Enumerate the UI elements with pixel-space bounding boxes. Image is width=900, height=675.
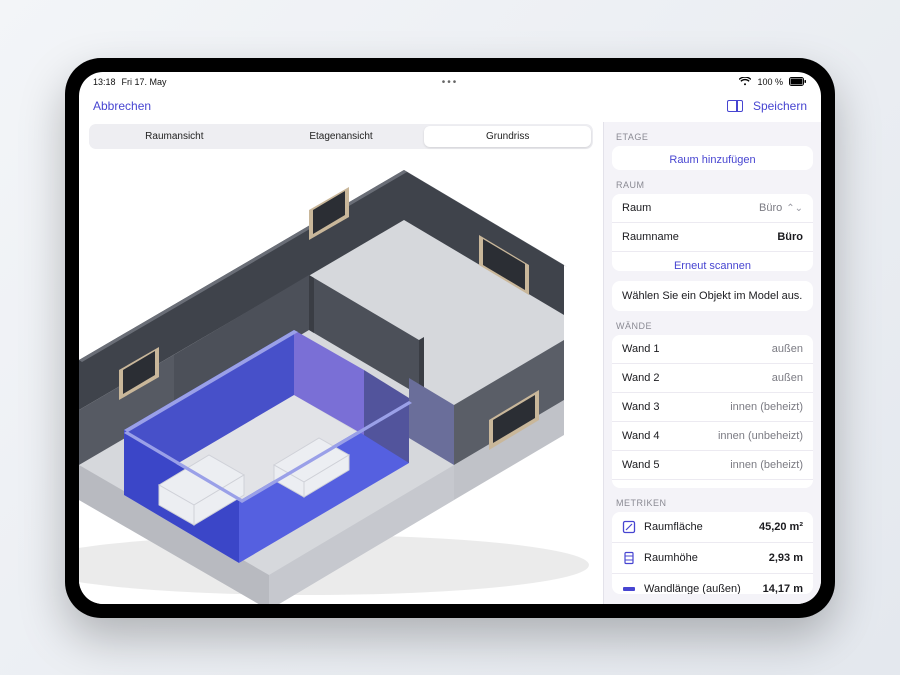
wall-row-2[interactable]: Wand 2 außen xyxy=(612,364,813,393)
battery-icon xyxy=(789,77,807,86)
wall-row-1[interactable]: Wand 1 außen xyxy=(612,335,813,364)
etage-card: Raum hinzufügen xyxy=(612,146,813,171)
view-segmented-control: Raumansicht Etagenansicht Grundriss xyxy=(89,124,593,149)
metric-height-row: Raumhöhe 2,93 m xyxy=(612,543,813,574)
metric-length-name: Wandlänge (außen) xyxy=(644,583,755,594)
tab-etagenansicht[interactable]: Etagenansicht xyxy=(258,126,425,147)
room-type-key: Raum xyxy=(622,202,651,214)
room-name-key: Raumname xyxy=(622,231,679,243)
floorplan-3d-model xyxy=(79,165,589,595)
metrics-card: Raumfläche 45,20 m² Raumhöhe 2,93 m xyxy=(612,512,813,594)
wall-4-value: innen (unbeheizt) xyxy=(718,430,803,442)
room-type-value: Büro ⌃⌄ xyxy=(759,202,803,214)
tab-raumansicht[interactable]: Raumansicht xyxy=(91,126,258,147)
wifi-icon xyxy=(739,77,751,86)
rescan-label: Erneut scannen xyxy=(674,260,751,270)
cancel-button[interactable]: Abbrechen xyxy=(93,99,151,113)
add-room-button[interactable]: Raum hinzufügen xyxy=(612,146,813,171)
battery-text: 100 % xyxy=(757,77,783,87)
metric-length-row: Wandlänge (außen) 14,17 m xyxy=(612,574,813,594)
metric-area-row: Raumfläche 45,20 m² xyxy=(612,512,813,543)
rescan-button[interactable]: Erneut scannen xyxy=(612,252,813,270)
section-label-raum: RAUM xyxy=(604,170,821,194)
nav-bar: Abbrechen Speichern xyxy=(79,90,821,122)
wall-2-name: Wand 2 xyxy=(622,372,660,384)
wall-2-value: außen xyxy=(772,372,803,384)
status-time: 13:18 xyxy=(93,77,116,87)
chevron-updown-icon: ⌃⌄ xyxy=(786,203,803,214)
wall-1-value: außen xyxy=(772,343,803,355)
room-name-row[interactable]: Raumname Büro xyxy=(612,223,813,252)
area-icon xyxy=(622,520,636,534)
length-icon xyxy=(622,582,636,594)
content-body: Raumansicht Etagenansicht Grundriss xyxy=(79,122,821,604)
metric-length-value: 14,17 m xyxy=(763,583,803,594)
metric-area-value: 45,20 m² xyxy=(759,521,803,533)
layout-toggle-icon[interactable] xyxy=(727,100,743,112)
status-date: Fri 17. May xyxy=(122,77,167,87)
section-label-metriken: METRIKEN xyxy=(604,488,821,512)
status-bar: 13:18 Fri 17. May ••• 100 % xyxy=(79,72,821,90)
raum-card: Raum Büro ⌃⌄ Raumname Büro Erneut scanne… xyxy=(612,194,813,270)
wall-row-5[interactable]: Wand 5 innen (beheizt) xyxy=(612,451,813,480)
save-button[interactable]: Speichern xyxy=(753,99,807,113)
section-label-etage: ETAGE xyxy=(604,122,821,146)
more-icon[interactable]: ••• xyxy=(442,77,459,88)
device-frame: 13:18 Fri 17. May ••• 100 % Abbrechen Sp… xyxy=(65,58,835,618)
room-name-value: Büro xyxy=(777,231,803,243)
wall-3-name: Wand 3 xyxy=(622,401,660,413)
wall-5-value: innen (beheizt) xyxy=(730,459,803,471)
wall-1-name: Wand 1 xyxy=(622,343,660,355)
wall-row-6[interactable]: Wand 6 innen (beheizt) xyxy=(612,480,813,488)
wall-4-name: Wand 4 xyxy=(622,430,660,442)
section-label-waende: WÄNDE xyxy=(604,311,821,335)
screen: 13:18 Fri 17. May ••• 100 % Abbrechen Sp… xyxy=(79,72,821,604)
metric-height-name: Raumhöhe xyxy=(644,552,761,564)
metric-height-value: 2,93 m xyxy=(769,552,803,564)
wall-5-name: Wand 5 xyxy=(622,459,660,471)
wall-row-4[interactable]: Wand 4 innen (unbeheizt) xyxy=(612,422,813,451)
inspector-sidebar: ETAGE Raum hinzufügen RAUM Raum Büro ⌃⌄ xyxy=(603,122,821,604)
main-pane: Raumansicht Etagenansicht Grundriss xyxy=(79,122,603,604)
model-viewport[interactable] xyxy=(79,155,603,604)
wall-row-3[interactable]: Wand 3 innen (beheizt) xyxy=(612,393,813,422)
room-type-row[interactable]: Raum Büro ⌃⌄ xyxy=(612,194,813,223)
selection-hint: Wählen Sie ein Objekt im Model aus. xyxy=(612,281,813,311)
wall-3-value: innen (beheizt) xyxy=(730,401,803,413)
metric-area-name: Raumfläche xyxy=(644,521,751,533)
room-type-value-text: Büro xyxy=(759,202,782,214)
height-icon xyxy=(622,551,636,565)
walls-card: Wand 1 außen Wand 2 außen Wand 3 innen (… xyxy=(612,335,813,488)
tab-grundriss[interactable]: Grundriss xyxy=(424,126,591,147)
add-room-label: Raum hinzufügen xyxy=(669,154,755,166)
